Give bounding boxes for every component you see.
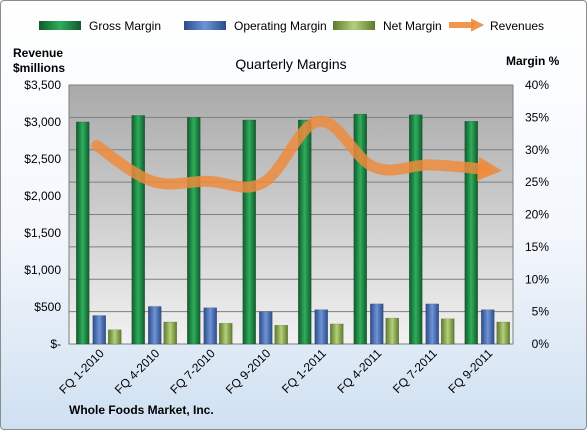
legend-item-revenues[interactable]: Revenues [449, 18, 544, 33]
category-label-fq-4-2010: FQ 4-2010 [112, 346, 163, 397]
bar-operating-margin-fq-9-2011 [481, 309, 495, 345]
right-tick-label: 35% [525, 110, 549, 124]
left-tick-label: $3,500 [24, 78, 61, 92]
left-tick-label: $- [50, 337, 61, 351]
bar-gross-margin-fq-4-2010 [131, 115, 145, 345]
category-label-fq-1-2010: FQ 1-2010 [56, 346, 107, 397]
category-label-fq-9-2010: FQ 9-2010 [223, 346, 274, 397]
legend-label-revenues: Revenues [490, 19, 544, 33]
bar-net-margin-fq-1-2011 [330, 323, 344, 345]
bar-net-margin-fq-4-2010 [163, 321, 177, 345]
left-tick-label: $1,000 [24, 263, 61, 277]
bar-operating-margin-fq-4-2011 [370, 303, 384, 345]
bar-operating-margin-fq-7-2011 [425, 303, 439, 345]
right-tick-label: 30% [525, 143, 549, 157]
left-axis-ticks: $- $500 $1,000 $1,500 $2,000 $2,500 $3,000 $3,5… [24, 78, 61, 351]
bar-operating-margin-fq-9-2010 [259, 311, 273, 345]
company-label: Whole Foods Market, Inc. [69, 403, 214, 417]
bar-net-margin-fq-7-2010 [219, 323, 233, 345]
right-tick-label: 40% [525, 78, 549, 92]
revenue-point-fq-7-2010 [207, 180, 209, 182]
bar-net-margin-fq-9-2011 [496, 321, 510, 345]
category-label-fq-7-2011: FQ 7-2011 [390, 346, 440, 396]
left-axis-title-line1: Revenue [13, 46, 63, 60]
bar-gross-margin-fq-9-2010 [242, 119, 256, 345]
legend-label-gross-margin: Gross Margin [89, 19, 161, 33]
bars-layer [76, 113, 510, 345]
left-tick-label: $500 [34, 300, 61, 314]
right-tick-label: 20% [525, 208, 549, 222]
legend-label-net-margin: Net Margin [383, 19, 442, 33]
left-tick-label: $3,000 [24, 115, 61, 129]
legend-label-operating-margin: Operating Margin [234, 19, 327, 33]
revenue-point-fq-4-2011 [373, 166, 375, 168]
bar-net-margin-fq-4-2011 [385, 317, 399, 345]
right-axis-title: Margin % [506, 54, 560, 68]
x-axis-ticks: FQ 1-2010 FQ 4-2010 FQ 7-2010 FQ 9-2010 FQ 1… [56, 346, 495, 397]
legend-item-operating-margin[interactable]: Operating Margin [184, 19, 327, 33]
right-tick-label: 0% [532, 337, 550, 351]
category-label-fq-1-2011: FQ 1-2011 [279, 346, 329, 396]
left-axis-title-line2: $millions [13, 61, 65, 75]
bar-net-margin-fq-9-2010 [274, 324, 288, 345]
left-tick-label: $2,000 [24, 189, 61, 203]
revenue-point-fq-1-2011 [318, 120, 320, 122]
left-tick-label: $2,500 [24, 152, 61, 166]
bar-gross-margin-fq-7-2010 [187, 117, 201, 345]
revenue-line-layer [91, 115, 503, 193]
category-label-fq-7-2010: FQ 7-2010 [167, 346, 218, 397]
revenue-point-fq-4-2010 [151, 180, 153, 182]
right-tick-label: 25% [525, 175, 549, 189]
right-tick-label: 15% [525, 240, 549, 254]
bar-gross-margin-fq-4-2011 [353, 113, 367, 345]
legend-item-gross-margin[interactable]: Gross Margin [39, 19, 161, 33]
bar-net-margin-fq-7-2011 [441, 318, 455, 345]
category-label-fq-4-2011: FQ 4-2011 [335, 346, 385, 396]
bar-operating-margin-fq-1-2011 [314, 309, 328, 345]
revenue-point-fq-7-2011 [429, 164, 431, 166]
category-label-fq-9-2011: FQ 9-2011 [446, 346, 496, 396]
right-tick-label: 5% [532, 305, 550, 319]
bar-gross-margin-fq-1-2011 [298, 119, 312, 345]
bar-gross-margin-fq-9-2011 [464, 121, 478, 345]
revenues-line [91, 115, 503, 193]
right-axis-ticks: 0% 5% 10% 15% 20% 25% 30% 35% 40% [525, 78, 549, 351]
bar-operating-margin-fq-4-2010 [148, 306, 162, 345]
bar-gross-margin-fq-7-2011 [409, 114, 423, 345]
legend-swatch-gross-margin [39, 21, 81, 30]
revenue-point-fq-9-2010 [262, 182, 264, 184]
bar-gross-margin-fq-1-2010 [76, 121, 90, 345]
legend-swatch-net-margin [333, 21, 375, 30]
revenue-point-fq-1-2010 [96, 145, 98, 147]
legend-item-net-margin[interactable]: Net Margin [333, 19, 442, 33]
revenue-point-fq-9-2011 [484, 168, 486, 170]
legend-swatch-operating-margin [184, 21, 226, 30]
legend: Gross Margin Operating Margin Net Margin… [39, 18, 544, 33]
bar-operating-margin-fq-1-2010 [92, 315, 106, 345]
bar-operating-margin-fq-7-2010 [203, 307, 217, 345]
right-tick-label: 10% [525, 272, 549, 286]
left-tick-label: $1,500 [24, 226, 61, 240]
bar-net-margin-fq-1-2010 [108, 329, 122, 345]
chart-title: Quarterly Margins [235, 56, 346, 72]
